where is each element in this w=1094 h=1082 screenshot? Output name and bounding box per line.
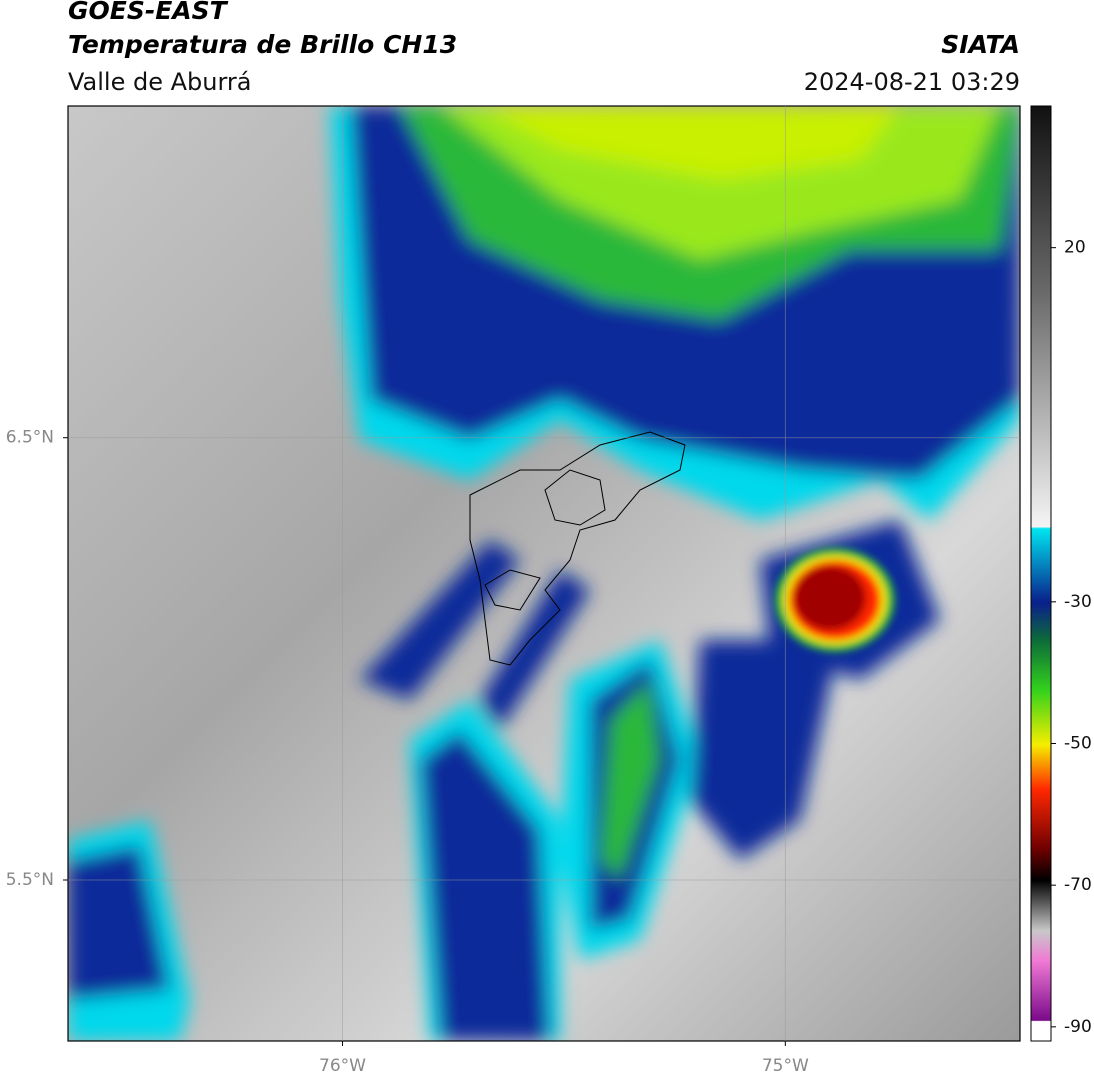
map-frame xyxy=(67,105,1021,1042)
y-tick-label: 6.5°N xyxy=(6,428,54,448)
y-tick-label: 5.5°N xyxy=(6,870,54,890)
colorbar-tick-label: 20 xyxy=(1064,238,1086,258)
source: SIATA xyxy=(941,30,1020,59)
colorbar-tick-label: -30 xyxy=(1064,592,1092,612)
municipal-borders xyxy=(469,431,686,666)
location: Valle de Aburrá xyxy=(68,68,252,96)
title: GOES-EAST xyxy=(68,0,229,25)
timestamp: 2024-08-21 03:29 xyxy=(804,68,1020,96)
subtitle: Temperatura de Brillo CH13 xyxy=(68,30,457,59)
colorbar-tick-label: -70 xyxy=(1064,875,1092,895)
colorbar-tick-label: -90 xyxy=(1064,1017,1092,1037)
x-tick-label: 75°W xyxy=(762,1056,809,1076)
x-tick-label: 76°W xyxy=(319,1056,366,1076)
colorbar xyxy=(1030,105,1052,1042)
colorbar-tick-label: -50 xyxy=(1064,734,1092,754)
satellite-image xyxy=(68,106,1020,1041)
